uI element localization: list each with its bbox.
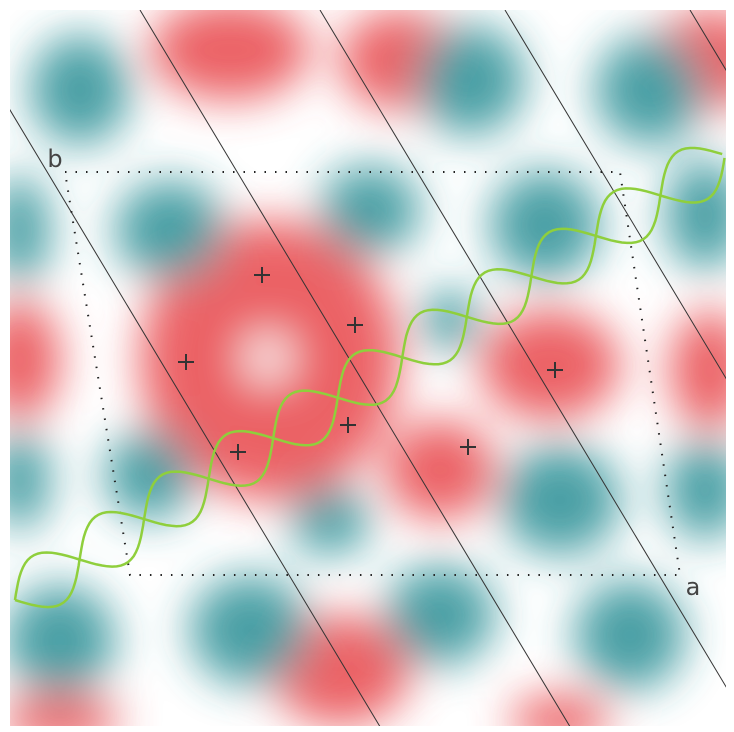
chain-trace xyxy=(13,146,726,609)
density-blob xyxy=(575,580,685,690)
density-blob xyxy=(190,575,310,685)
density-hole xyxy=(246,336,290,380)
axis-label-b: b xyxy=(47,145,62,173)
density-blob xyxy=(385,420,495,520)
atom-marker xyxy=(340,417,356,433)
density-blob xyxy=(385,565,495,665)
atom-marker xyxy=(547,362,563,378)
unit-cell xyxy=(63,171,682,576)
density-blob xyxy=(420,290,480,350)
density-blob xyxy=(595,35,705,145)
density-blob xyxy=(320,165,420,255)
density-blob xyxy=(10,300,60,420)
atom-marker xyxy=(230,444,246,460)
density-blob xyxy=(150,10,310,100)
density-blob xyxy=(490,170,600,280)
atom-marker xyxy=(347,317,363,333)
atom-marker xyxy=(460,439,476,455)
density-blob xyxy=(10,585,115,695)
plane-line xyxy=(139,10,571,726)
density-blob xyxy=(10,175,50,285)
axis-label-a: a xyxy=(686,573,701,601)
plane-line xyxy=(10,109,381,726)
density-blob xyxy=(30,35,130,145)
chain-strand xyxy=(14,157,726,609)
density-blob xyxy=(115,180,225,280)
atom-marker xyxy=(254,267,270,283)
plane-line xyxy=(504,10,726,380)
chain-strand xyxy=(13,146,723,601)
density-blob xyxy=(10,430,50,530)
density-blob xyxy=(480,310,620,420)
atom-marker xyxy=(178,354,194,370)
density-blob xyxy=(105,430,195,520)
density-blob xyxy=(10,695,120,726)
density-blob xyxy=(290,485,370,555)
density-blob xyxy=(665,160,726,270)
density-blob xyxy=(415,25,525,135)
density-blob xyxy=(665,440,726,540)
plane-line xyxy=(319,10,726,688)
plane-lines xyxy=(10,10,726,726)
density-blob xyxy=(670,310,726,430)
density-blob xyxy=(500,445,620,555)
atom-markers xyxy=(178,267,563,460)
